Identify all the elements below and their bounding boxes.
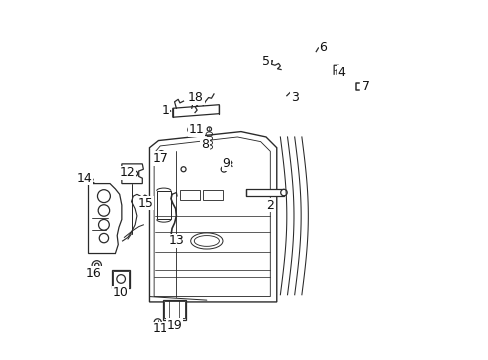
Text: 11: 11 <box>188 123 203 136</box>
Bar <box>180 190 199 200</box>
Circle shape <box>92 261 101 270</box>
Text: 15: 15 <box>138 197 154 210</box>
Text: 10: 10 <box>113 287 128 300</box>
Text: 11: 11 <box>152 322 168 335</box>
Text: 17: 17 <box>152 152 168 165</box>
Bar <box>246 189 284 196</box>
Circle shape <box>280 189 286 196</box>
Text: 6: 6 <box>319 41 326 54</box>
Text: 19: 19 <box>166 319 182 332</box>
Circle shape <box>207 127 211 131</box>
Text: 12: 12 <box>120 166 136 179</box>
Circle shape <box>158 150 164 158</box>
Bar <box>112 270 130 288</box>
Bar <box>203 190 223 200</box>
Text: 18: 18 <box>188 91 203 104</box>
Text: 13: 13 <box>168 234 184 247</box>
Text: 8: 8 <box>201 138 209 150</box>
Text: 4: 4 <box>337 66 345 79</box>
Text: 9: 9 <box>222 157 230 170</box>
Bar <box>164 301 184 319</box>
Text: 7: 7 <box>362 80 370 93</box>
Circle shape <box>154 319 161 326</box>
Text: 14: 14 <box>77 172 93 185</box>
Bar <box>163 300 185 320</box>
Text: 1: 1 <box>162 104 169 117</box>
Polygon shape <box>149 132 276 302</box>
Polygon shape <box>172 105 219 117</box>
Text: 2: 2 <box>265 199 273 212</box>
Text: 16: 16 <box>86 267 102 280</box>
Text: 3: 3 <box>290 91 298 104</box>
Bar <box>113 271 129 287</box>
Polygon shape <box>88 184 122 253</box>
Polygon shape <box>122 164 143 184</box>
Circle shape <box>187 126 195 134</box>
Text: 5: 5 <box>262 55 269 68</box>
Bar <box>156 191 171 220</box>
